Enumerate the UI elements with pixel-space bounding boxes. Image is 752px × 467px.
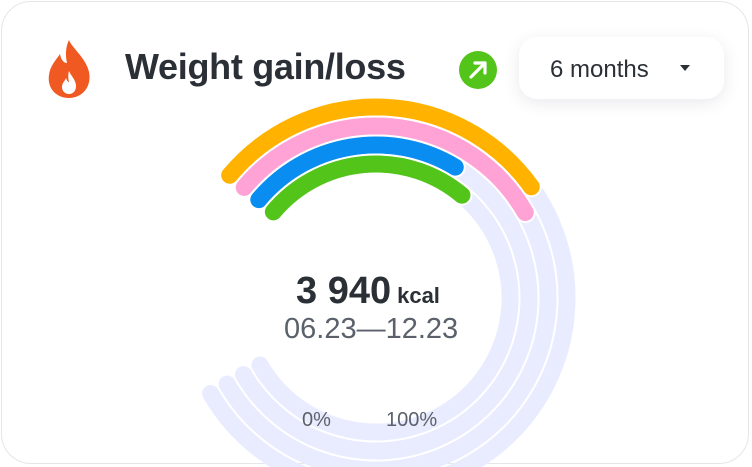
flame-icon <box>48 40 90 98</box>
date-range: 06.23—12.23 <box>284 313 459 345</box>
caret-down-icon <box>680 65 690 71</box>
calorie-unit: kcal <box>397 283 440 308</box>
calorie-value: 3 940 <box>296 270 392 312</box>
calorie-total: 3 940 kcal <box>296 270 440 313</box>
gauge-arc-4 <box>264 155 471 221</box>
period-dropdown-label: 6 months <box>550 56 649 83</box>
widget-title: Weight gain/loss <box>125 46 406 87</box>
scale-max-label: 100% <box>386 409 438 431</box>
gauge-arcs <box>219 96 542 224</box>
gauge-arc-2 <box>235 117 534 222</box>
gauge-arc-3 <box>250 136 464 209</box>
scale-min-label: 0% <box>302 409 331 431</box>
period-dropdown[interactable]: 6 months <box>519 37 724 99</box>
gauge-arc-1 <box>221 98 540 196</box>
arrow-up-right-icon <box>459 51 497 89</box>
